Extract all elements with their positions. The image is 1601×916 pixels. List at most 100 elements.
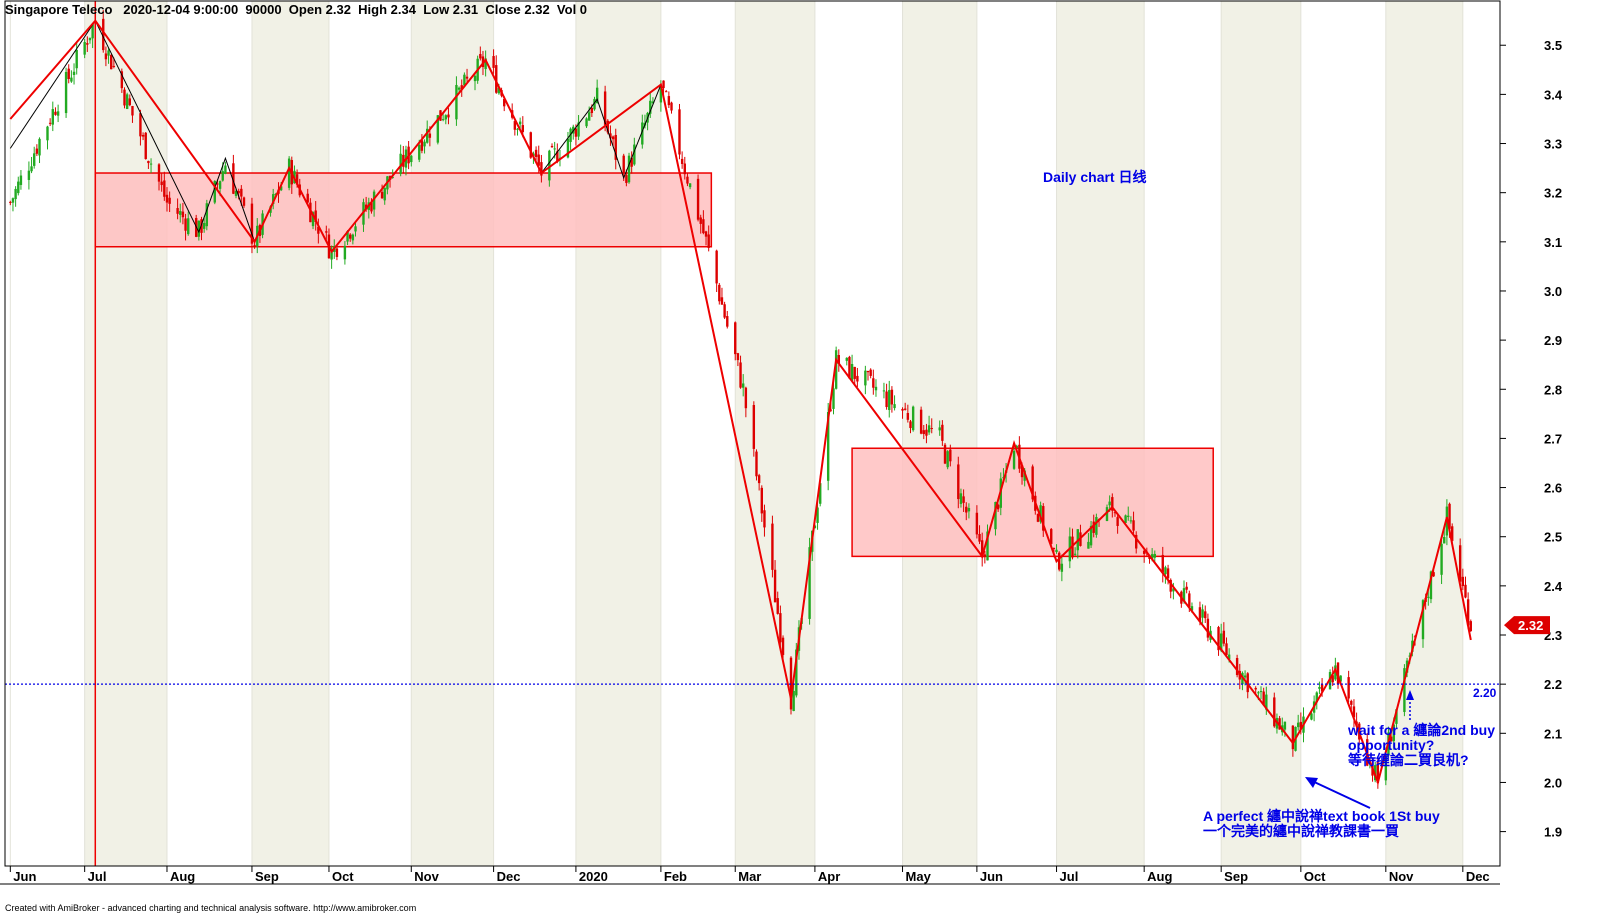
candle-body [463,74,466,86]
candle-body [1265,694,1268,710]
candle-body [1219,633,1223,651]
candle-body [760,487,763,514]
candle-body [755,451,758,477]
candle-body [110,54,113,70]
month-band [84,1,167,866]
candle-body [1427,596,1430,598]
candle-body [1328,671,1332,690]
candle-body [1105,507,1109,521]
candle-body [664,91,668,93]
candle-body [941,424,944,441]
candle-body [1443,536,1446,544]
candle-body [574,128,578,137]
candle-body [1347,677,1350,699]
candle-body [1124,515,1127,523]
candle-body [242,197,246,206]
candle-body [436,115,440,143]
candle-body [484,58,487,70]
month-gridlines [9,1,1464,866]
candle-body [590,107,594,114]
candle-body [688,183,692,188]
x-tick-label: Nov [414,869,439,884]
candle-body [216,183,219,185]
candle-body [1235,658,1239,676]
candle-body [603,91,607,125]
candle-body [736,353,740,361]
candle-body [771,523,774,570]
candle-body [54,111,57,115]
candle-body [975,512,979,535]
x-tick-label: Sep [1224,869,1248,884]
month-band [1385,1,1463,866]
x-tick-label: Jul [1060,869,1079,884]
y-tick-label: 2.0 [1544,775,1562,790]
candle-body [1161,554,1164,573]
candle-body [197,220,201,237]
candle-body [625,175,628,183]
candle-body [742,383,745,388]
candle-body [149,163,153,165]
candle-body [1331,675,1334,683]
candle-body [1036,513,1040,522]
candle-body [1188,593,1191,607]
candle-body [1469,621,1472,632]
candle-body [633,144,636,165]
candle-body [707,234,710,248]
candle-body [529,132,532,158]
candle-body [157,164,161,182]
candle-body [1111,497,1114,511]
candle-body [426,128,429,143]
candle-body [1113,512,1117,514]
candle-body [813,525,817,529]
x-tick-label: Aug [1147,869,1172,884]
candle-body [1020,465,1024,478]
x-tick-label: Oct [332,869,354,884]
candle-body [856,375,859,382]
candle-body [744,387,748,409]
candle-body [715,250,718,284]
candle-body [1334,665,1337,680]
buy-arrow-line [1309,779,1371,809]
candle-body [919,409,923,434]
candle-body [70,77,73,82]
candle-body [829,409,833,411]
month-band [411,1,494,866]
candle-body [659,84,663,103]
candle-body [75,49,78,69]
candle-body [882,390,886,392]
candle-body [240,188,243,197]
y-tick-label: 2.7 [1544,431,1562,446]
last-price-value: 2.32 [1518,618,1543,633]
candle-body [885,391,888,408]
x-tick-label: Dec [1466,869,1490,884]
candle-body [120,71,124,89]
chart-header: Singapore Teleco 2020-12-04 9:00:00 9000… [5,2,587,17]
candle-body [354,226,357,232]
header-datetime: 2020-12-04 9:00:00 [123,2,239,17]
candle-body [978,533,981,542]
candle-body [1440,543,1443,575]
header-interval: 90000 [245,2,282,17]
candle-body [662,80,665,89]
candle-body [723,304,726,318]
candle-body [72,71,76,75]
candle-body [335,248,339,257]
candle-body [224,165,227,174]
candle-body [1376,762,1380,783]
candle-body [1164,567,1167,575]
y-tick-label: 3.3 [1544,137,1562,152]
y-tick-label: 2.6 [1544,481,1562,496]
candle-body [1403,668,1406,712]
candle-body [86,43,89,45]
candle-body [27,170,31,180]
candle-body [88,37,92,41]
symbol-name: Singapore Teleco [5,2,113,17]
candle-body [160,181,163,186]
candle-body [1464,584,1467,598]
candle-body [850,364,854,381]
y-tick-label: 3.5 [1544,38,1562,53]
candle-body [1060,563,1064,572]
candle-body [781,637,785,655]
candle-body [1052,548,1056,550]
candle-body [630,157,633,167]
